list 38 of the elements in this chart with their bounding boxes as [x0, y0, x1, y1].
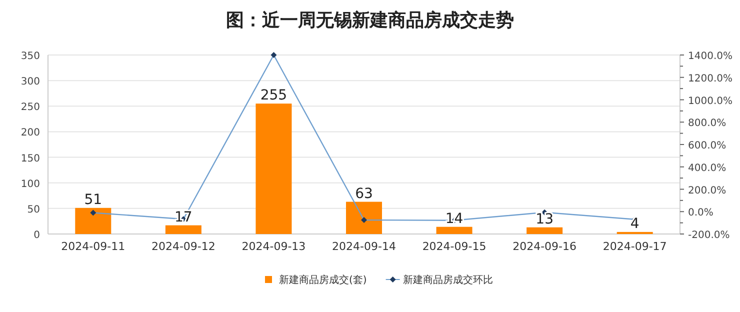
data-label: 255	[260, 88, 288, 104]
y-tick-label: 150	[20, 153, 40, 164]
data-label: 4	[630, 216, 640, 232]
y-tick-label: 200	[20, 128, 40, 139]
data-label: 13	[536, 211, 554, 228]
y2-tick-label: 600.0%	[688, 140, 726, 152]
x-tick-label: 2024-09-15	[422, 240, 486, 253]
x-tick-label: 2024-09-13	[242, 240, 306, 253]
legend-label: 新建商品房成交环比	[402, 274, 493, 286]
bar	[165, 225, 202, 234]
bar	[346, 202, 382, 234]
data-label: 51	[84, 192, 102, 208]
chart-title: 图：近一周无锡新建商品房成交走势	[226, 10, 514, 31]
y2-tick-label: 800.0%	[688, 118, 726, 130]
x-tick-label: 2024-09-12	[151, 240, 216, 253]
y-tick-label: 350	[20, 51, 40, 62]
y-tick-label: 50	[27, 204, 40, 216]
y-tick-label: 250	[20, 102, 40, 114]
y2-tick-label: 0.0%	[688, 208, 714, 219]
legend-label: 新建商品房成交(套)	[279, 274, 367, 286]
y2-tick-label: 200.0%	[688, 185, 726, 196]
y2-tick-label: 1200.0%	[688, 73, 732, 84]
x-tick-label: 2024-09-17	[602, 240, 667, 253]
bar	[256, 104, 292, 234]
bar	[75, 208, 112, 234]
y2-tick-label: 1400.0%	[688, 51, 732, 62]
y-tick-label: 100	[20, 178, 40, 190]
y2-tick-label: 400.0%	[688, 162, 726, 174]
y2-tick-label: 1000.0%	[688, 96, 732, 107]
x-tick-label: 2024-09-14	[332, 240, 396, 253]
bar	[526, 227, 563, 234]
x-tick-label: 2024-09-16	[512, 240, 577, 253]
x-tick-label: 2024-09-11	[61, 240, 126, 253]
bar	[436, 226, 472, 234]
data-label: 63	[355, 186, 373, 202]
y2-tick-label: -200.0%	[688, 230, 730, 241]
y-tick-label: 0	[34, 230, 40, 241]
y-tick-label: 300	[20, 76, 40, 88]
